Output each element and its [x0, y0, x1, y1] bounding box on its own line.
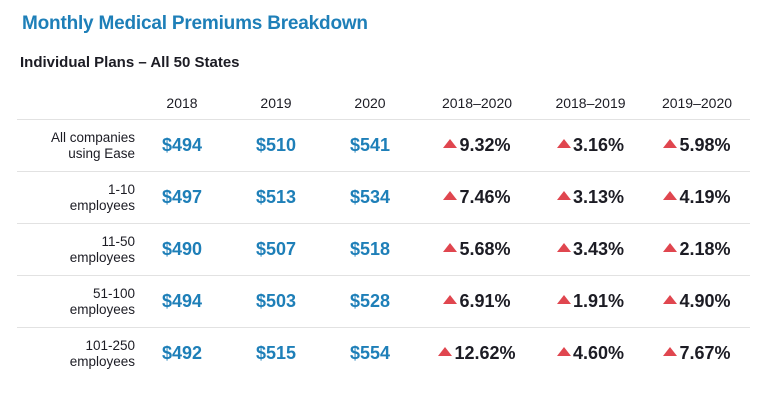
row-label-line: using Ease	[68, 145, 135, 161]
increase-arrow-icon	[443, 139, 458, 148]
premium-value: $497	[135, 171, 229, 224]
row-label-line: employees	[69, 197, 135, 213]
percent-change: 5.98%	[644, 119, 750, 172]
percent-change-value: 3.43%	[572, 239, 625, 259]
increase-arrow-icon	[443, 243, 458, 252]
percent-change: 6.91%	[417, 275, 537, 328]
chart-subtitle: Individual Plans – All 50 States	[20, 54, 240, 71]
table-row: 51-100 employees $494 $503 $528 6.91% 1.91% 4.9…	[17, 275, 750, 328]
row-label: 1-10 employees	[17, 171, 135, 224]
premium-value: $503	[229, 275, 323, 328]
premium-value: $492	[135, 327, 229, 379]
percent-change-value: 2.18%	[679, 239, 731, 259]
percent-change: 3.13%	[537, 171, 644, 224]
percent-change: 3.16%	[537, 119, 644, 172]
premiums-table: 2018 2019 2020 2018–2020 2018–2019 2019–…	[17, 86, 750, 379]
table-row: 101-250 employees $492 $515 $554 12.62% 4.60% 7…	[17, 327, 750, 379]
percent-change-value: 7.67%	[679, 343, 731, 363]
increase-arrow-icon	[556, 191, 571, 200]
premium-value: $528	[323, 275, 417, 328]
percent-change: 2.18%	[644, 223, 750, 276]
column-header: 2019	[260, 94, 292, 111]
row-label-line: 51-100	[92, 285, 135, 301]
row-label-line: employees	[69, 353, 135, 369]
increase-arrow-icon	[663, 347, 678, 356]
percent-change-value: 9.32%	[459, 135, 511, 155]
percent-change: 12.62%	[417, 327, 537, 379]
percent-change-value: 7.46%	[459, 187, 511, 207]
column-header: 2018	[166, 94, 198, 111]
premium-value: $554	[323, 327, 417, 379]
premium-value: $507	[229, 223, 323, 276]
percent-change-value: 3.13%	[572, 187, 625, 207]
increase-arrow-icon	[663, 191, 678, 200]
column-header: 2020	[354, 94, 386, 111]
increase-arrow-icon	[556, 243, 571, 252]
percent-change-value: 4.90%	[679, 291, 731, 311]
header-row: 2018 2019 2020 2018–2020 2018–2019 2019–…	[17, 86, 750, 120]
percent-change-value: 5.98%	[679, 135, 731, 155]
percent-change: 4.60%	[537, 327, 644, 379]
row-label-line: All companies	[50, 129, 135, 145]
increase-arrow-icon	[663, 243, 678, 252]
increase-arrow-icon	[663, 295, 678, 304]
percent-change-value: 5.68%	[459, 239, 511, 259]
row-label: All companies using Ease	[17, 119, 135, 172]
row-label-line: employees	[69, 249, 135, 265]
increase-arrow-icon	[443, 295, 458, 304]
percent-change-value: 4.19%	[679, 187, 731, 207]
increase-arrow-icon	[663, 139, 678, 148]
increase-arrow-icon	[556, 295, 571, 304]
premium-value: $490	[135, 223, 229, 276]
premium-value: $541	[323, 119, 417, 172]
premium-value: $494	[135, 119, 229, 172]
increase-arrow-icon	[556, 139, 571, 148]
percent-change: 1.91%	[537, 275, 644, 328]
row-label: 11-50 employees	[17, 223, 135, 276]
percent-change: 3.43%	[537, 223, 644, 276]
row-label-line: employees	[69, 301, 135, 317]
percent-change-value: 6.91%	[459, 291, 511, 311]
increase-arrow-icon	[556, 347, 571, 356]
premium-value: $515	[229, 327, 323, 379]
column-header: 2019–2020	[661, 94, 733, 111]
increase-arrow-icon	[438, 347, 453, 356]
percent-change: 7.67%	[644, 327, 750, 379]
percent-change-value: 12.62%	[454, 343, 516, 363]
premium-value: $513	[229, 171, 323, 224]
row-label-line: 11-50	[101, 233, 135, 249]
row-label-line: 101-250	[85, 337, 135, 353]
table-row: 1-10 employees $497 $513 $534 7.46% 3.13% 4.19%	[17, 171, 750, 224]
premium-value: $494	[135, 275, 229, 328]
premium-value: $518	[323, 223, 417, 276]
percent-change: 4.90%	[644, 275, 750, 328]
percent-change-value: 3.16%	[572, 135, 625, 155]
table-row: 11-50 employees $490 $507 $518 5.68% 3.43% 2.18…	[17, 223, 750, 276]
row-label: 101-250 employees	[17, 327, 135, 379]
premium-value: $510	[229, 119, 323, 172]
table-body: All companies using Ease $494 $510 $541 9.32%…	[17, 119, 750, 379]
column-header: 2018–2020	[441, 94, 513, 111]
header-row-label	[17, 86, 135, 120]
row-label-line: 1-10	[107, 181, 135, 197]
percent-change: 5.68%	[417, 223, 537, 276]
percent-change: 9.32%	[417, 119, 537, 172]
premium-value: $534	[323, 171, 417, 224]
percent-change: 4.19%	[644, 171, 750, 224]
row-label: 51-100 employees	[17, 275, 135, 328]
percent-change-value: 4.60%	[572, 343, 625, 363]
increase-arrow-icon	[443, 191, 458, 200]
percent-change: 7.46%	[417, 171, 537, 224]
table-row: All companies using Ease $494 $510 $541 9.32%…	[17, 119, 750, 172]
column-header: 2018–2019	[555, 94, 626, 111]
chart-title: Monthly Medical Premiums Breakdown	[22, 13, 368, 34]
percent-change-value: 1.91%	[572, 291, 625, 311]
